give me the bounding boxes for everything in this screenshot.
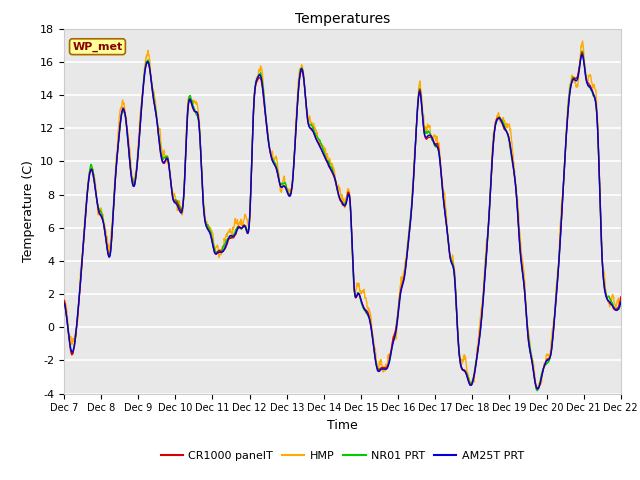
AM25T PRT xyxy=(377,367,385,372)
NR01 PRT xyxy=(103,245,111,251)
NR01 PRT xyxy=(60,300,68,306)
CR1000 panelT xyxy=(318,148,326,154)
HMP xyxy=(308,120,316,125)
CR1000 panelT xyxy=(534,385,541,391)
HMP xyxy=(377,358,385,364)
Y-axis label: Temperature (C): Temperature (C) xyxy=(22,160,35,262)
NR01 PRT xyxy=(377,366,385,372)
CR1000 panelT xyxy=(103,244,111,250)
NR01 PRT xyxy=(533,388,541,394)
CR1000 panelT xyxy=(377,365,385,371)
Line: NR01 PRT: NR01 PRT xyxy=(64,51,621,391)
HMP xyxy=(103,234,111,240)
NR01 PRT xyxy=(579,48,586,54)
NR01 PRT xyxy=(318,142,326,148)
HMP xyxy=(318,144,326,149)
Title: Temperatures: Temperatures xyxy=(295,12,390,26)
Line: CR1000 panelT: CR1000 panelT xyxy=(64,52,621,388)
HMP xyxy=(533,387,541,393)
CR1000 panelT xyxy=(60,297,68,303)
AM25T PRT xyxy=(60,300,68,306)
AM25T PRT xyxy=(617,300,625,305)
Line: HMP: HMP xyxy=(64,41,621,390)
HMP xyxy=(296,66,304,72)
Legend: CR1000 panelT, HMP, NR01 PRT, AM25T PRT: CR1000 panelT, HMP, NR01 PRT, AM25T PRT xyxy=(156,446,529,466)
AM25T PRT xyxy=(534,386,541,392)
CR1000 panelT xyxy=(126,157,134,163)
NR01 PRT xyxy=(126,159,134,165)
CR1000 panelT xyxy=(308,128,316,133)
X-axis label: Time: Time xyxy=(327,419,358,432)
HMP xyxy=(579,38,586,44)
AM25T PRT xyxy=(103,245,111,251)
NR01 PRT xyxy=(617,299,625,305)
AM25T PRT xyxy=(126,159,134,165)
CR1000 panelT xyxy=(296,72,304,77)
HMP xyxy=(617,298,625,303)
AM25T PRT xyxy=(308,126,316,132)
AM25T PRT xyxy=(579,52,586,58)
CR1000 panelT xyxy=(617,294,625,300)
HMP xyxy=(126,147,134,153)
Line: AM25T PRT: AM25T PRT xyxy=(64,55,621,389)
NR01 PRT xyxy=(308,123,316,129)
Text: WP_met: WP_met xyxy=(72,42,123,52)
CR1000 panelT xyxy=(579,49,586,55)
AM25T PRT xyxy=(318,147,326,153)
HMP xyxy=(60,297,68,302)
AM25T PRT xyxy=(296,70,304,75)
NR01 PRT xyxy=(296,69,304,74)
